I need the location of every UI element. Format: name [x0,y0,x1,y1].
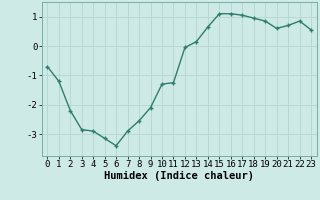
X-axis label: Humidex (Indice chaleur): Humidex (Indice chaleur) [104,171,254,181]
